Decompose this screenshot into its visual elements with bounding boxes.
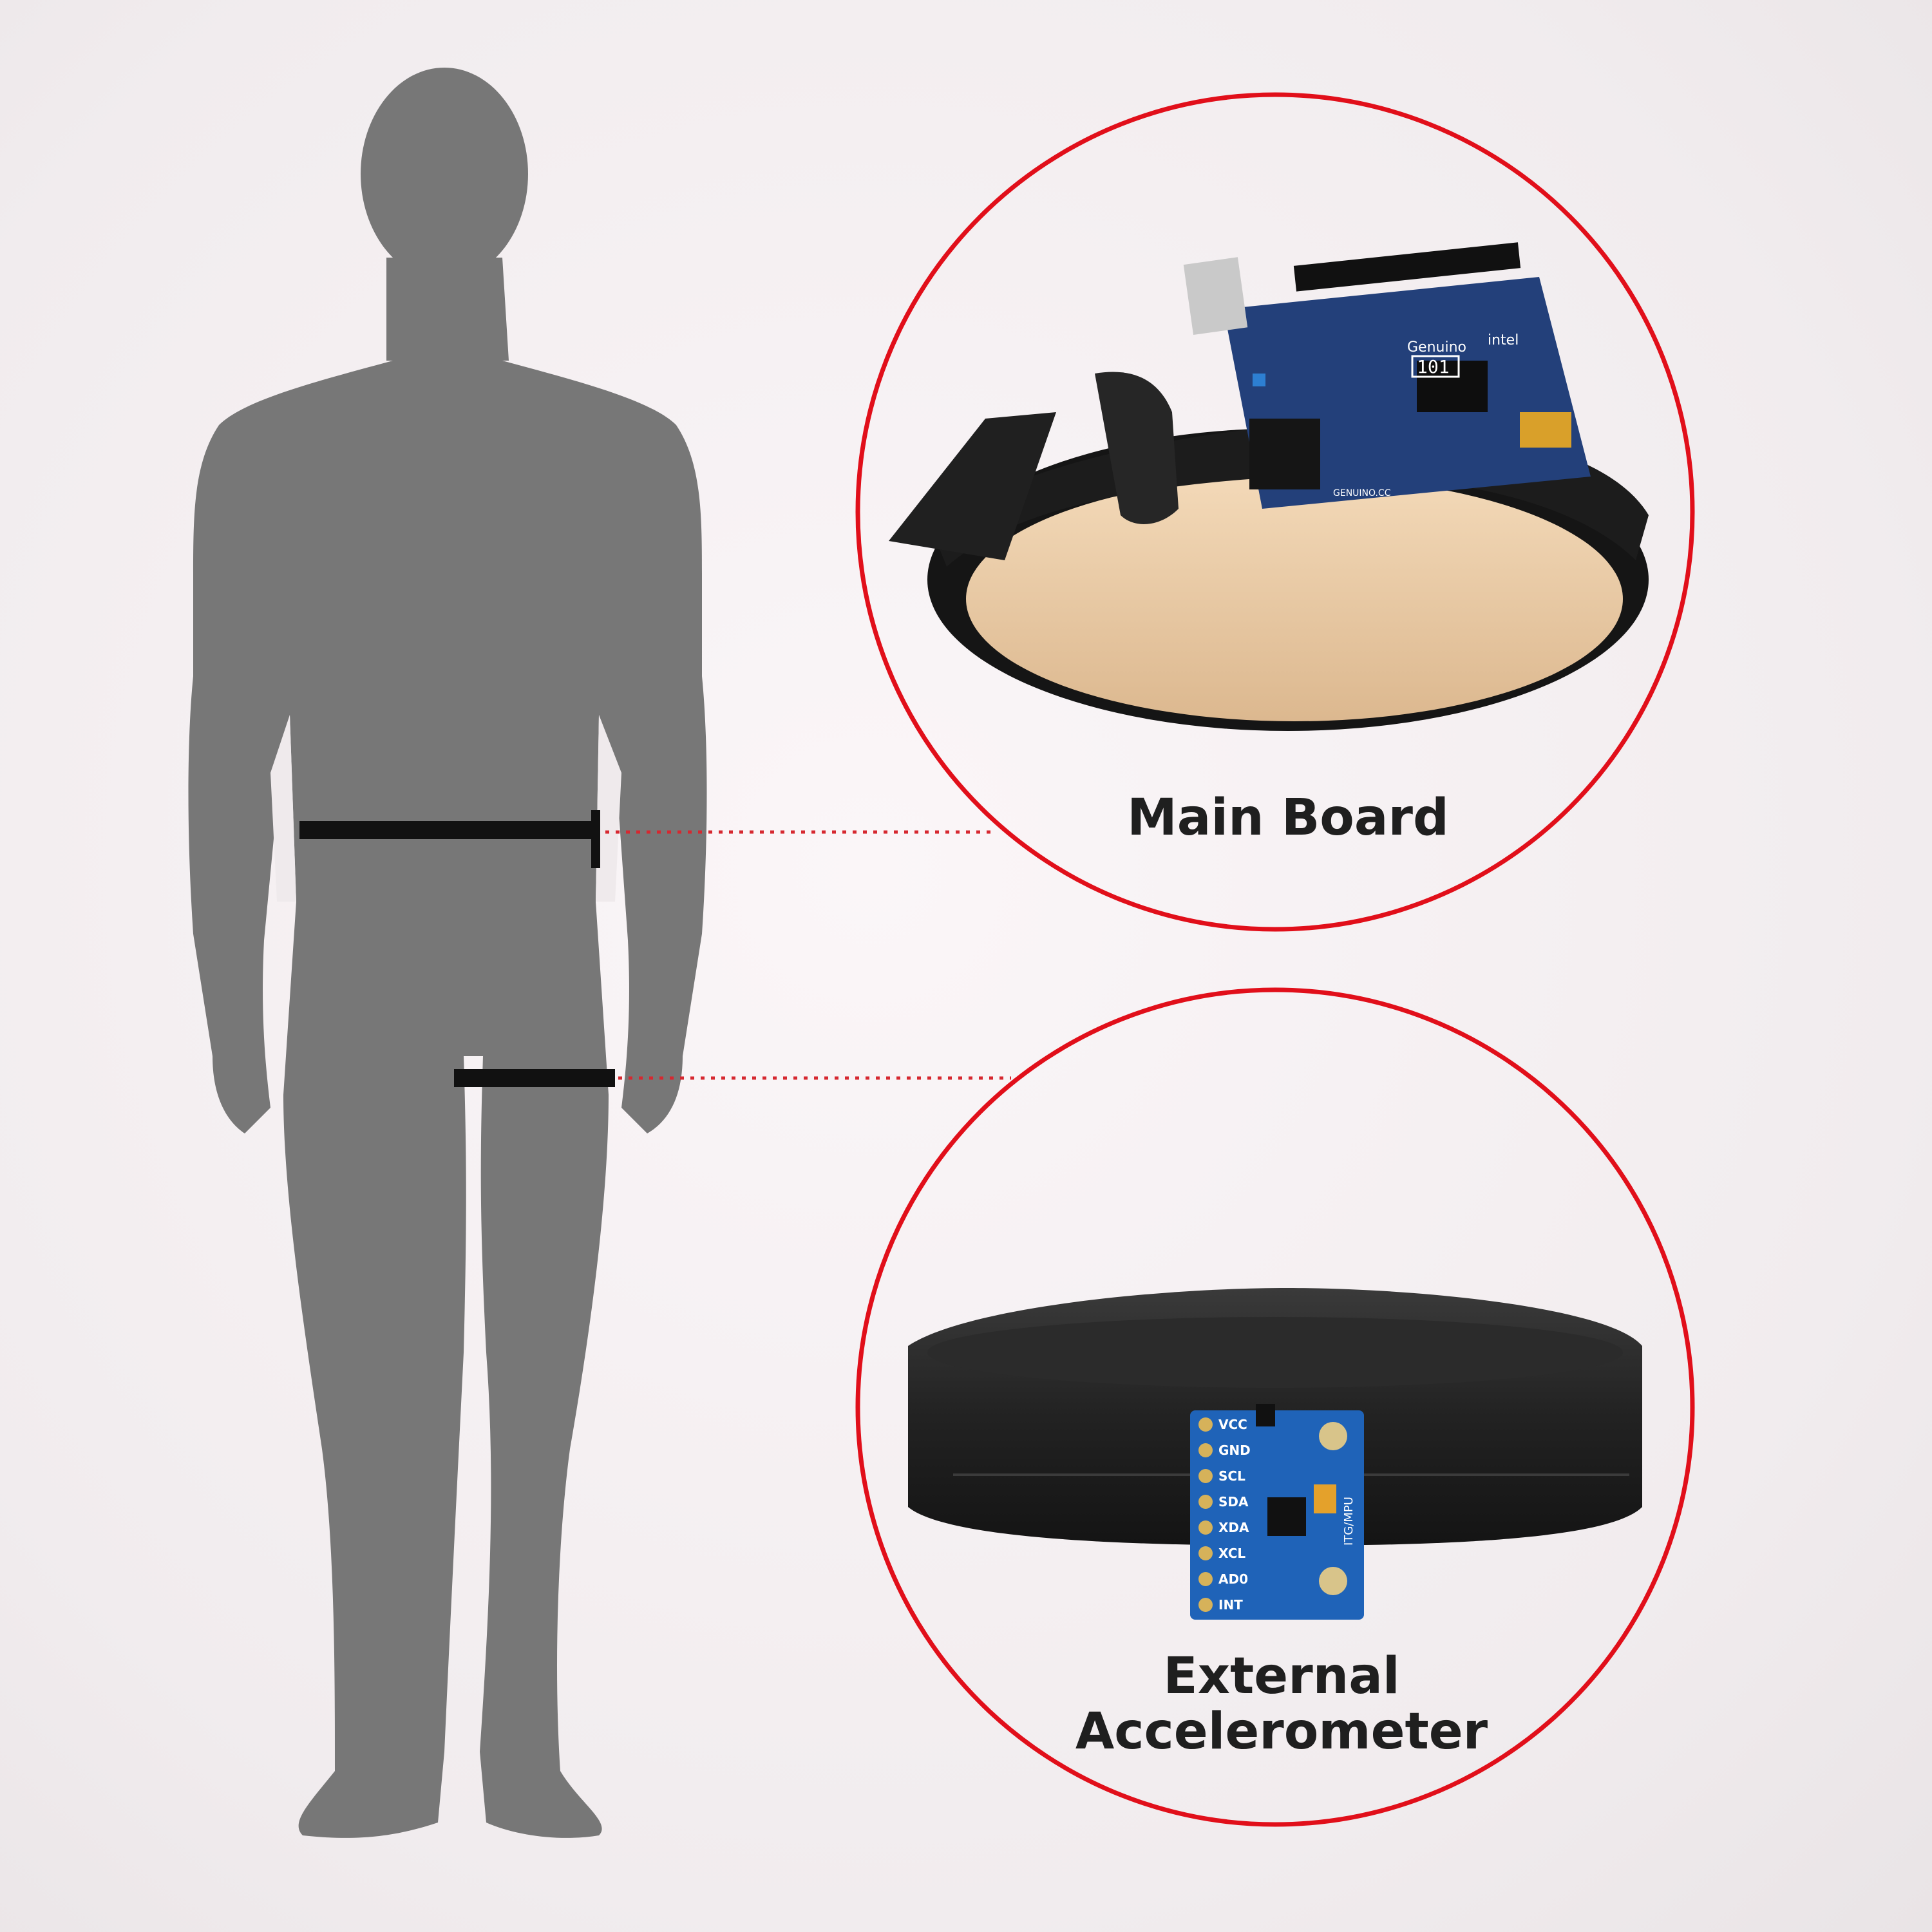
head	[361, 68, 528, 280]
pin-label: XDA	[1218, 1520, 1249, 1535]
pin-label: SDA	[1218, 1494, 1249, 1510]
callout-ring-main-board	[855, 92, 1695, 932]
pin-label: GND	[1218, 1443, 1251, 1458]
arm-gap-left	[270, 715, 296, 902]
sensor-pin-holes	[1198, 1417, 1213, 1612]
board-model-text: 101	[1417, 356, 1450, 377]
waist-strap-buckle	[591, 810, 600, 868]
sensor-pin-labels: VCC GND SCL SDA XDA XCL AD0 INT	[1218, 1417, 1251, 1613]
arm-gap-right	[596, 715, 621, 902]
callout-label-main-board: Main Board	[1127, 789, 1449, 847]
board-chip-logo: intel	[1488, 332, 1519, 348]
callout-label-external-accelerometer: External Accelerometer	[1075, 1647, 1488, 1761]
board-footer-text: GENUINO.CC	[1333, 488, 1391, 498]
module-marking: ITG/MPU	[1342, 1497, 1356, 1546]
accelerometer-module-icon	[1190, 1404, 1364, 1620]
pin-label: SCL	[1218, 1468, 1245, 1484]
microcontroller-board-icon	[1183, 242, 1591, 509]
neck	[386, 258, 509, 361]
thigh-strap	[454, 1069, 615, 1087]
callout-ring-accelerometer	[855, 987, 1695, 1827]
board-model-box	[1411, 355, 1460, 378]
pin-label: VCC	[1218, 1417, 1247, 1432]
board-brand-text: Genuino	[1407, 339, 1466, 355]
pin-label: XCL	[1218, 1546, 1245, 1561]
waist-strap	[299, 821, 596, 839]
body	[188, 361, 707, 1838]
leather-belt	[889, 372, 1649, 731]
pin-label: INT	[1218, 1597, 1243, 1613]
pin-label: AD0	[1218, 1571, 1248, 1587]
human-silhouette-icon	[188, 68, 707, 1838]
